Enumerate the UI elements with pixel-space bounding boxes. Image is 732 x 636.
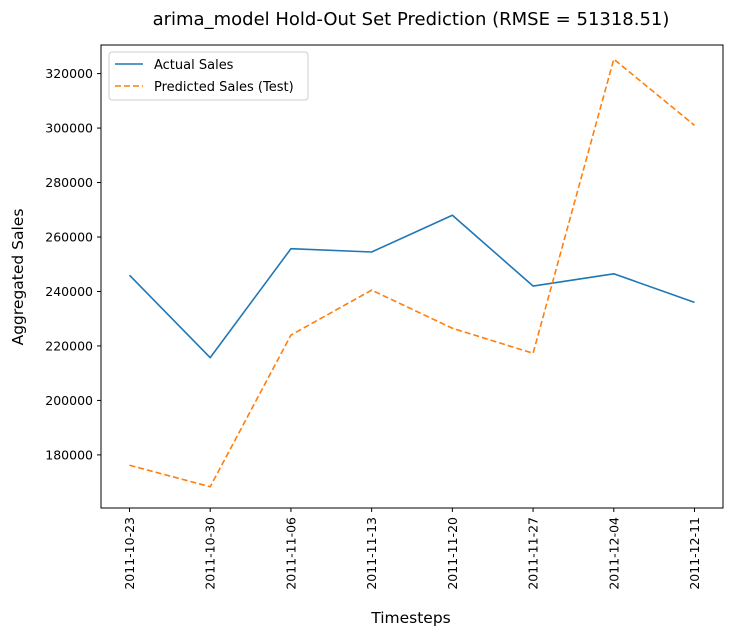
legend-box bbox=[108, 51, 309, 101]
y-tick-label: 260000 bbox=[45, 230, 93, 245]
y-axis: 180000 200000 220000 240000 260000 280000 3000… bbox=[45, 66, 101, 462]
y-axis-label: Aggregated Sales bbox=[9, 209, 27, 346]
chart-title: arima_model Hold-Out Set Prediction (RMS… bbox=[153, 9, 670, 30]
x-axis: 2011-10-23 2011-10-30 2011-11-06 2011-11-13… bbox=[122, 508, 702, 590]
plot-area bbox=[100, 44, 724, 509]
y-tick-label: 320000 bbox=[45, 66, 93, 81]
x-tick-label: 2011-10-23 bbox=[122, 517, 137, 590]
legend-label-actual: Actual Sales bbox=[154, 58, 234, 73]
legend-label-predicted: Predicted Sales (Test) bbox=[154, 80, 294, 95]
x-tick-label: 2011-12-04 bbox=[606, 517, 621, 590]
legend: Actual Sales Predicted Sales (Test) bbox=[108, 51, 309, 101]
series-line-0 bbox=[128, 214, 695, 359]
y-tick-label: 200000 bbox=[45, 393, 93, 408]
y-tick-label: 240000 bbox=[45, 284, 93, 299]
x-tick-label: 2011-11-27 bbox=[526, 517, 541, 590]
series-line-1 bbox=[129, 58, 696, 488]
series-layer bbox=[128, 58, 696, 488]
y-tick-label: 300000 bbox=[45, 121, 93, 136]
y-tick-label: 280000 bbox=[45, 175, 93, 190]
y-tick-label: 220000 bbox=[45, 338, 93, 353]
x-tick-label: 2011-11-20 bbox=[445, 517, 460, 590]
x-axis-label: Timesteps bbox=[370, 609, 451, 627]
x-tick-label: 2011-11-06 bbox=[283, 517, 298, 590]
x-tick-label: 2011-11-13 bbox=[364, 517, 379, 590]
x-tick-label: 2011-10-30 bbox=[203, 517, 218, 590]
y-tick-label: 180000 bbox=[45, 447, 93, 462]
x-tick-label: 2011-12-11 bbox=[687, 517, 702, 590]
